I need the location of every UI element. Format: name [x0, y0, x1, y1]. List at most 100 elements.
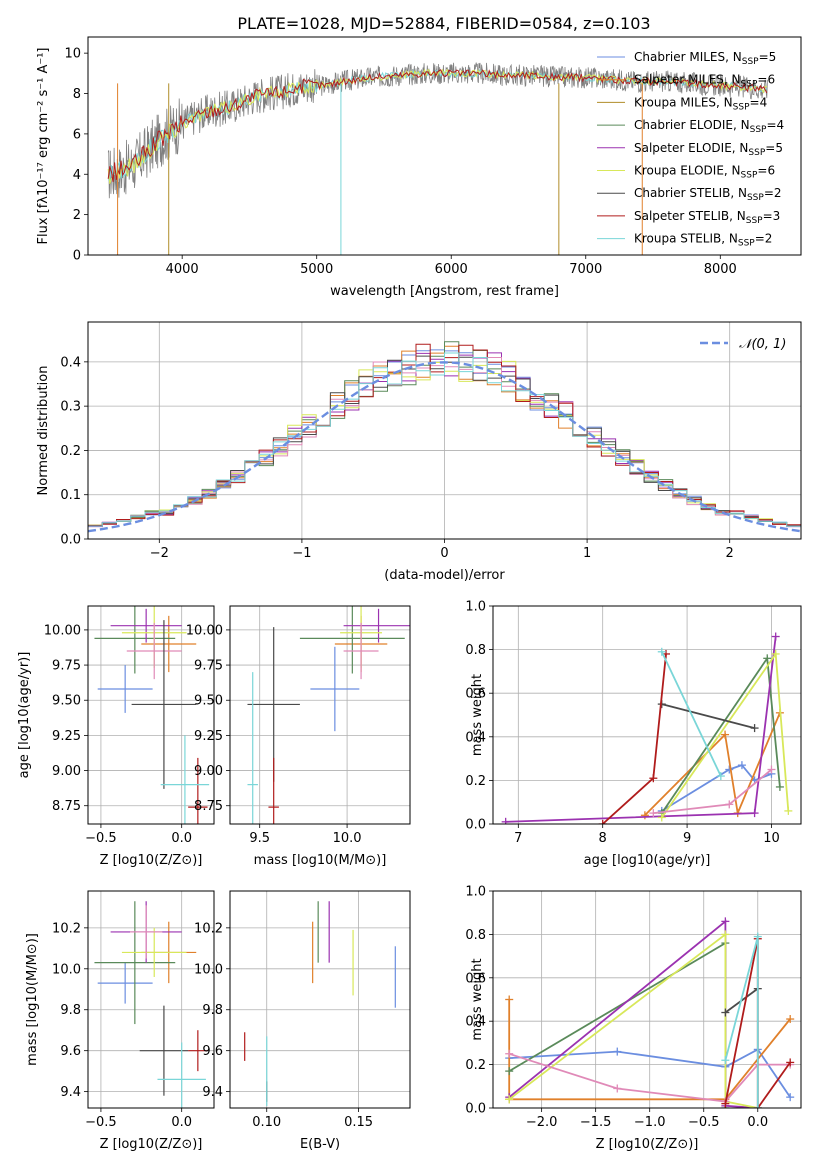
x-tick-label: 0.0: [171, 1115, 192, 1130]
y-tick-label: 10.0: [194, 962, 223, 977]
x-tick-label: 5000: [300, 262, 333, 277]
y-tick-label: 9.25: [52, 729, 81, 744]
weight-series: [661, 655, 781, 814]
x-tick-label: 10.0: [333, 831, 362, 846]
histogram-series: [88, 352, 801, 529]
x-axis-label: wavelength [Angstrom, rest frame]: [330, 284, 559, 299]
mass-weight-vs-metallicity-panel: −2.0 −1.5 −1.0 −0.5 0.0 0.0 0.2 0.4 0.6 0.8 1.0 Z […: [465, 885, 802, 1152]
axes-frame: [87, 605, 215, 825]
y-tick-label: 0.2: [465, 774, 486, 789]
y-tick-label: 6: [73, 127, 81, 142]
y-tick-label: 8: [73, 87, 81, 102]
x-tick-label: −1.0: [634, 1115, 666, 1130]
x-tick-label: 0.0: [171, 831, 192, 846]
axes-frame: [87, 890, 215, 1109]
x-tick-label: 1: [583, 546, 591, 561]
error-bars: [94, 901, 208, 1108]
error-bars: [94, 606, 210, 824]
y-tick-label: 0.6: [465, 687, 486, 702]
weight-lines: [505, 917, 795, 1108]
y-tick-label: 9.8: [60, 1003, 81, 1018]
x-axis-label: E(B-V): [300, 1137, 340, 1152]
y-tick-label: 0.0: [60, 533, 81, 548]
x-tick-label: −0.5: [85, 1115, 117, 1130]
y-tick-label: 10: [64, 47, 81, 62]
legend-entry: 𝒩(0, 1): [739, 337, 786, 352]
y-tick-label: 9.25: [194, 729, 223, 744]
x-tick-label: 4000: [166, 262, 199, 277]
legend-entry: Kroupa ELODIE, NSSP=6: [634, 164, 775, 181]
x-axis-label: mass [log10(M/M⊙)]: [254, 853, 387, 868]
x-tick-label: 0: [440, 546, 448, 561]
y-tick-label: 0.2: [60, 444, 81, 459]
axes-frame: [229, 890, 411, 1109]
y-tick-label: 0.4: [465, 1015, 486, 1030]
y-tick-label: 9.6: [60, 1044, 81, 1059]
mass-weight-vs-age-panel: 7 8 9 10 0.0 0.2 0.4 0.6 0.8 1.0 age [log10(age/yr…: [465, 600, 802, 868]
y-tick-label: 2: [73, 208, 81, 223]
error-bars: [247, 606, 410, 824]
y-tick-label: 9.75: [52, 659, 81, 674]
y-tick-label: 1.0: [465, 600, 486, 615]
x-axis-label: Z [log10(Z/Z⊙)]: [596, 1137, 699, 1152]
x-tick-label: 8000: [704, 262, 737, 277]
weight-series: [602, 653, 667, 824]
legend: Chabrier MILES, NSSP=5 Salpeter MILES, NS…: [597, 50, 784, 249]
y-tick-label: 0.3: [60, 400, 81, 415]
x-tick-label: 8: [599, 831, 607, 846]
y-tick-label: 0.4: [465, 730, 486, 745]
y-tick-label: 9.8: [202, 1003, 223, 1018]
y-axis-label: mass weight: [470, 674, 485, 756]
axes-frame: [492, 890, 802, 1109]
y-tick-label: 0.8: [465, 643, 486, 658]
legend-entry: Salpeter MILES, NSSP=6: [634, 73, 775, 90]
legend-entry: Kroupa STELIB, NSSP=2: [634, 232, 772, 249]
y-tick-label: 9.00: [194, 764, 223, 779]
y-tick-label: 0.6: [465, 971, 486, 986]
y-axis-label: Normed distribution: [36, 366, 51, 496]
x-tick-label: −1: [292, 546, 311, 561]
y-tick-label: 4: [73, 168, 81, 183]
y-tick-label: 10.00: [186, 623, 223, 638]
x-tick-label: −0.5: [688, 1115, 720, 1130]
legend-entry: Chabrier ELODIE, NSSP=4: [634, 118, 784, 135]
x-tick-label: 7000: [569, 262, 602, 277]
y-axis-label: mass [log10(M/M⊙)]: [25, 933, 40, 1066]
x-tick-label: 10: [763, 831, 780, 846]
y-axis-label: mass weight: [470, 958, 485, 1040]
axes-frame: [87, 36, 802, 256]
y-tick-label: 10.2: [52, 921, 81, 936]
axes-frame: [492, 605, 802, 825]
y-tick-label: 10.0: [52, 962, 81, 977]
x-tick-label: 0.10: [252, 1115, 281, 1130]
y-axis-label: Flux [fλ10⁻¹⁷ erg cm⁻² s⁻¹ A⁻¹]: [36, 48, 51, 245]
weight-series: [661, 703, 755, 729]
legend-entry: Chabrier STELIB, NSSP=2: [634, 186, 782, 203]
spectrum-panel: 4000 5000 6000 7000 8000 0 2 4 6 8 10 wavelength [A…: [36, 36, 802, 299]
x-axis-label: Z [log10(Z/Z⊙)]: [100, 853, 203, 868]
mass-vs-ebv-panel: 0.10 0.15 9.4 9.6 9.8 10.0 10.2 E(B-V): [194, 890, 411, 1152]
mass-vs-metallicity-panel: −0.5 0.0 9.4 9.6 9.8 10.0 10.2 Z [log10(Z/Z⊙)] m…: [25, 890, 215, 1152]
y-tick-label: 9.50: [194, 694, 223, 709]
x-tick-label: −1.5: [580, 1115, 612, 1130]
y-tick-label: 9.4: [202, 1085, 223, 1100]
x-tick-label: 0.15: [344, 1115, 373, 1130]
y-tick-label: 0: [73, 249, 81, 264]
legend-entry: Salpeter ELODIE, NSSP=5: [634, 141, 783, 158]
y-axis-label: age [log10(age/yr)]: [17, 652, 32, 779]
x-tick-label: 7: [514, 831, 522, 846]
y-tick-label: 0.0: [465, 1102, 486, 1117]
y-tick-label: 9.50: [52, 694, 81, 709]
y-tick-label: 9.4: [60, 1085, 81, 1100]
y-tick-label: 0.4: [60, 355, 81, 370]
x-tick-label: −2.0: [526, 1115, 558, 1130]
gaussian-curve: [88, 361, 801, 533]
x-tick-label: 6000: [435, 262, 468, 277]
age-vs-mass-panel: 9.5 10.0 8.75 9.00 9.25 9.50 9.75 10.00 mass [lo…: [186, 605, 411, 868]
y-tick-label: 0.2: [465, 1058, 486, 1073]
x-axis-label: (data-model)/error: [384, 568, 505, 583]
axes-frame: [87, 321, 802, 540]
legend-entry: Kroupa MILES, NSSP=4: [634, 95, 767, 112]
y-tick-label: 0.8: [465, 928, 486, 943]
y-tick-label: 9.75: [194, 659, 223, 674]
